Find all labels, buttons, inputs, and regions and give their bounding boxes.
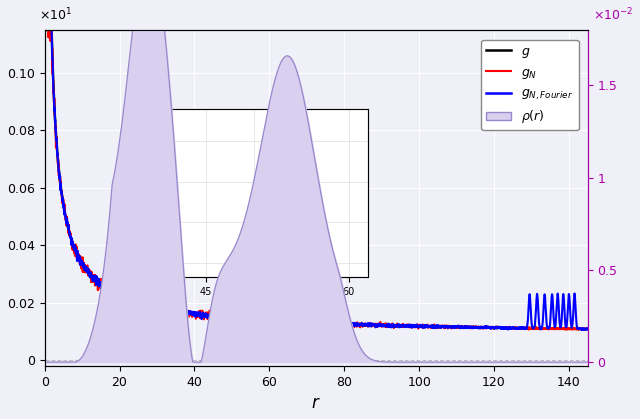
Legend: $g$, $g_N$, $g_{N,Fourier}$, $\rho(r)$: $g$, $g_N$, $g_{N,Fourier}$, $\rho(r)$ bbox=[481, 40, 579, 130]
Text: $\times10^{-2}$: $\times10^{-2}$ bbox=[593, 7, 634, 23]
Text: $\times10^{1}$: $\times10^{1}$ bbox=[39, 7, 72, 23]
X-axis label: $r$: $r$ bbox=[311, 394, 321, 412]
